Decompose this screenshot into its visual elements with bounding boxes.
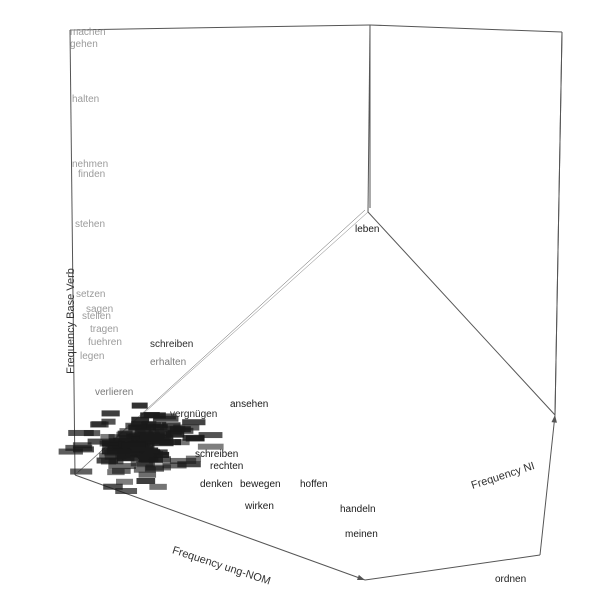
y-axis-label: Frequency Base Verb: [65, 268, 77, 374]
point-label-13: ansehen: [230, 400, 268, 410]
point-label-4: finden: [78, 170, 105, 180]
point-label-0: machen: [70, 28, 106, 38]
point-label-6: leben: [355, 225, 379, 235]
point-label-26: sagen: [86, 305, 113, 315]
point-label-9: legen: [80, 352, 104, 362]
point-label-14: schreiben: [195, 450, 238, 460]
point-label-11: verlieren: [95, 388, 133, 398]
point-label-22: erhalten: [150, 358, 186, 368]
point-label-8: fuehren: [88, 338, 122, 348]
point-label-20: meinen: [345, 530, 378, 540]
point-label-18: wirken: [245, 502, 274, 512]
point-label-5: stehen: [75, 220, 105, 230]
point-label-1: gehen: [70, 40, 98, 50]
point-label-23: denken: [200, 480, 233, 490]
point-label-15: rechten: [210, 462, 243, 472]
chart-stage: Frequency Base Verb Frequency ung-NOM Fr…: [0, 0, 609, 616]
point-label-17: hoffen: [300, 480, 328, 490]
point-label-19: handeln: [340, 505, 376, 515]
point-label-2: halten: [72, 95, 99, 105]
point-label-7: setzen: [76, 290, 105, 300]
point-label-24: tragen: [90, 325, 118, 335]
point-label-12: vergnügen: [170, 410, 217, 420]
point-label-10: schreiben: [150, 340, 193, 350]
point-label-21: ordnen: [495, 575, 526, 585]
point-label-16: bewegen: [240, 480, 281, 490]
